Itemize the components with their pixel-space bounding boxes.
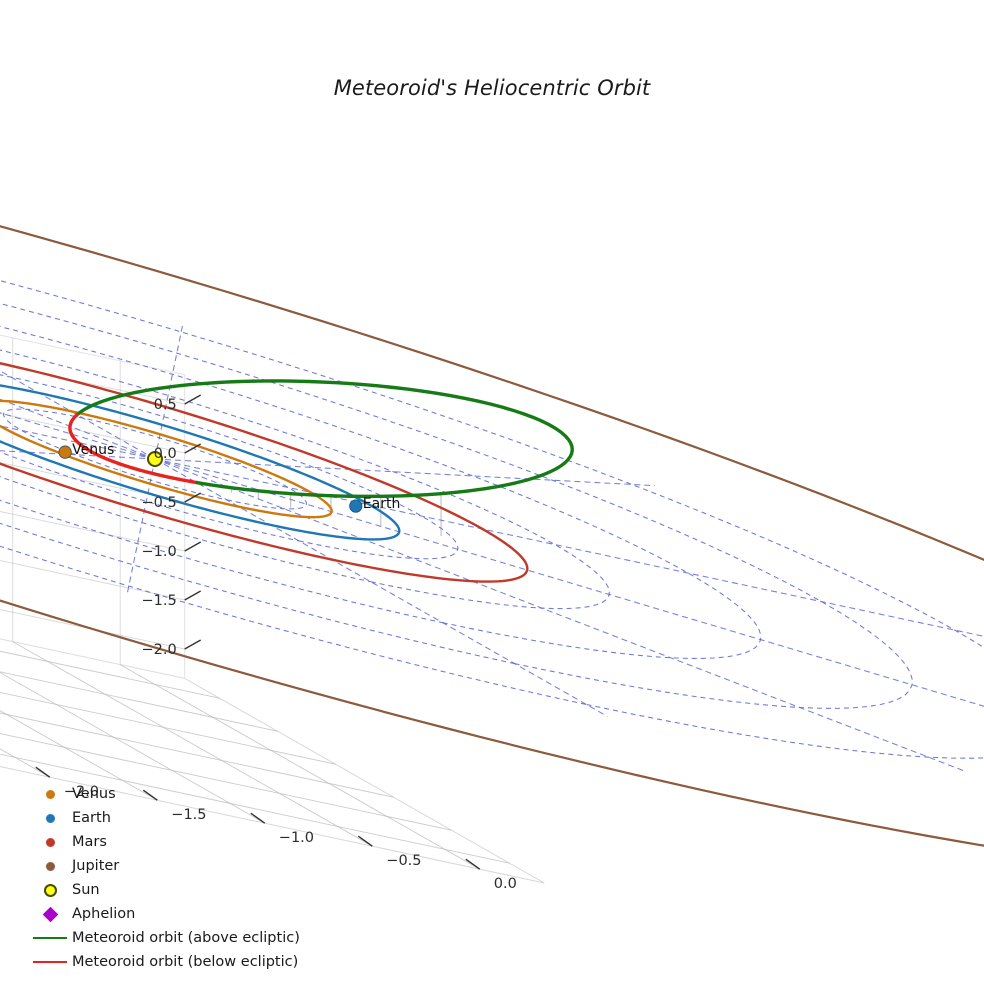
venus-marker [58,445,72,459]
legend-item-sun[interactable]: Sun [28,878,328,902]
axis-tick-label: 0.5 [154,397,177,413]
legend-marker-dot-icon [28,813,72,823]
legend-label: Earth [72,810,111,826]
meteoroid-orbit-group [68,379,574,499]
earth-label: Earth [363,496,401,512]
legend-item-aphelion[interactable]: Aphelion [28,902,328,926]
legend-marker-line-icon [28,960,72,964]
legend-item-mars[interactable]: Mars [28,830,328,854]
axis-tick-label: −1.5 [171,807,206,823]
legend-marker-diamond-icon [28,906,72,922]
legend-label: Mars [72,834,107,850]
axis-tick-label: −0.5 [141,495,176,511]
legend: Venus Earth Mars Jupiter Sun Aphelion Meteoroi… [28,782,328,974]
axes-panes-group [0,334,545,884]
legend-label: Venus [72,786,116,802]
legend-item-meteoroid-orbit-below-ecliptic[interactable]: Meteoroid orbit (below ecliptic) [28,950,328,974]
body-markers-group: Earth Venus [58,442,401,513]
legend-item-venus[interactable]: Venus [28,782,328,806]
legend-item-jupiter[interactable]: Jupiter [28,854,328,878]
ecliptic-grid-group [0,280,984,773]
axis-tick-label: −1.0 [279,830,314,846]
legend-marker-dot-icon [28,789,72,799]
earth-marker [349,499,363,513]
axis-ticks-group: 0.50.0−0.5−1.0−1.5−2.00.00.51.01.52.02.5… [35,394,517,892]
axis-tick-label: 0.0 [154,446,177,462]
venus-label: Venus [72,442,114,458]
legend-marker-sun-icon [28,883,72,897]
axis-tick-label: −2.0 [141,642,176,658]
legend-item-meteoroid-orbit-above-ecliptic[interactable]: Meteoroid orbit (above ecliptic) [28,926,328,950]
legend-label: Sun [72,882,100,898]
legend-label: Meteoroid orbit (above ecliptic) [72,930,300,946]
axis-tick-label: 0.0 [494,876,517,892]
legend-label: Aphelion [72,906,136,922]
legend-marker-line-icon [28,936,72,940]
axis-tick-label: −0.5 [386,853,421,869]
axis-tick-label: −1.5 [141,593,176,609]
sun-marker [147,451,163,467]
axis-tick-label: −2.0 [64,784,99,800]
legend-label: Meteoroid orbit (below ecliptic) [72,954,299,970]
legend-marker-dot-icon [28,861,72,871]
page-title: Meteoroid's Heliocentric Orbit [333,76,651,100]
axis-tick-label: −1.0 [141,544,176,560]
legend-label: Jupiter [72,858,120,874]
legend-item-earth[interactable]: Earth [28,806,328,830]
legend-marker-dot-icon [28,837,72,847]
